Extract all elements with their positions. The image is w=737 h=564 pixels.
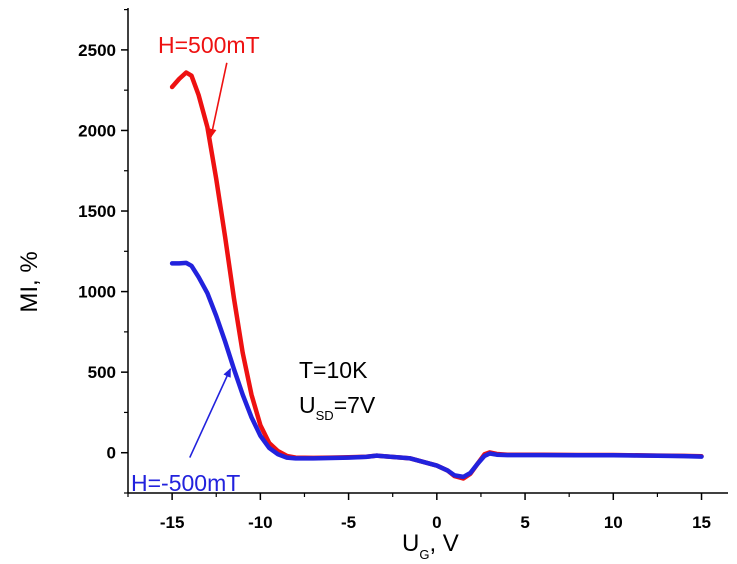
y-tick-label: 1500	[78, 202, 116, 221]
annotation-arrow-minus-500mT	[189, 368, 232, 458]
y-tick-label: 500	[88, 363, 116, 382]
x-axis-title-sub: G	[419, 547, 429, 562]
y-tick-label: 1000	[78, 283, 116, 302]
x-tick-label: 10	[604, 513, 623, 532]
annotation-usd-main: U	[299, 392, 316, 418]
x-tick-label: -15	[160, 513, 185, 532]
axes	[127, 8, 728, 494]
annotation-usd: USD=7V	[299, 392, 376, 423]
annotation-usd-rest: =7V	[334, 392, 376, 418]
series-layer	[169, 70, 704, 481]
annotation-usd-sub: SD	[316, 408, 334, 423]
x-tick-label: 15	[692, 513, 711, 532]
x-ticks: -15 -10 -5 0 5 10 15	[127, 493, 711, 532]
y-tick-label: 2000	[78, 121, 116, 140]
y-axis-title: MI, %	[16, 251, 43, 312]
annotation-label-minus-500mT: H=-500mT	[131, 470, 240, 496]
x-axis-title-main: U	[402, 530, 419, 557]
x-tick-label: -5	[341, 513, 356, 532]
annotation-label-500mT: H=500mT	[158, 32, 260, 58]
x-tick-label: -10	[248, 513, 273, 532]
annotation-temperature: T=10K	[299, 357, 368, 383]
y-tick-label: 0	[107, 444, 116, 463]
x-axis-title: UG, V	[402, 530, 459, 562]
y-tick-label: 2500	[78, 41, 116, 60]
x-axis-title-rest: , V	[429, 530, 458, 557]
series-line-h-minus-500mT	[169, 260, 704, 480]
x-tick-label: 0	[432, 513, 441, 532]
y-ticks: 0 500 1000 1500 2000 2500	[78, 9, 128, 494]
annotation-arrow-500mT	[208, 62, 228, 138]
x-tick-label: 5	[520, 513, 529, 532]
